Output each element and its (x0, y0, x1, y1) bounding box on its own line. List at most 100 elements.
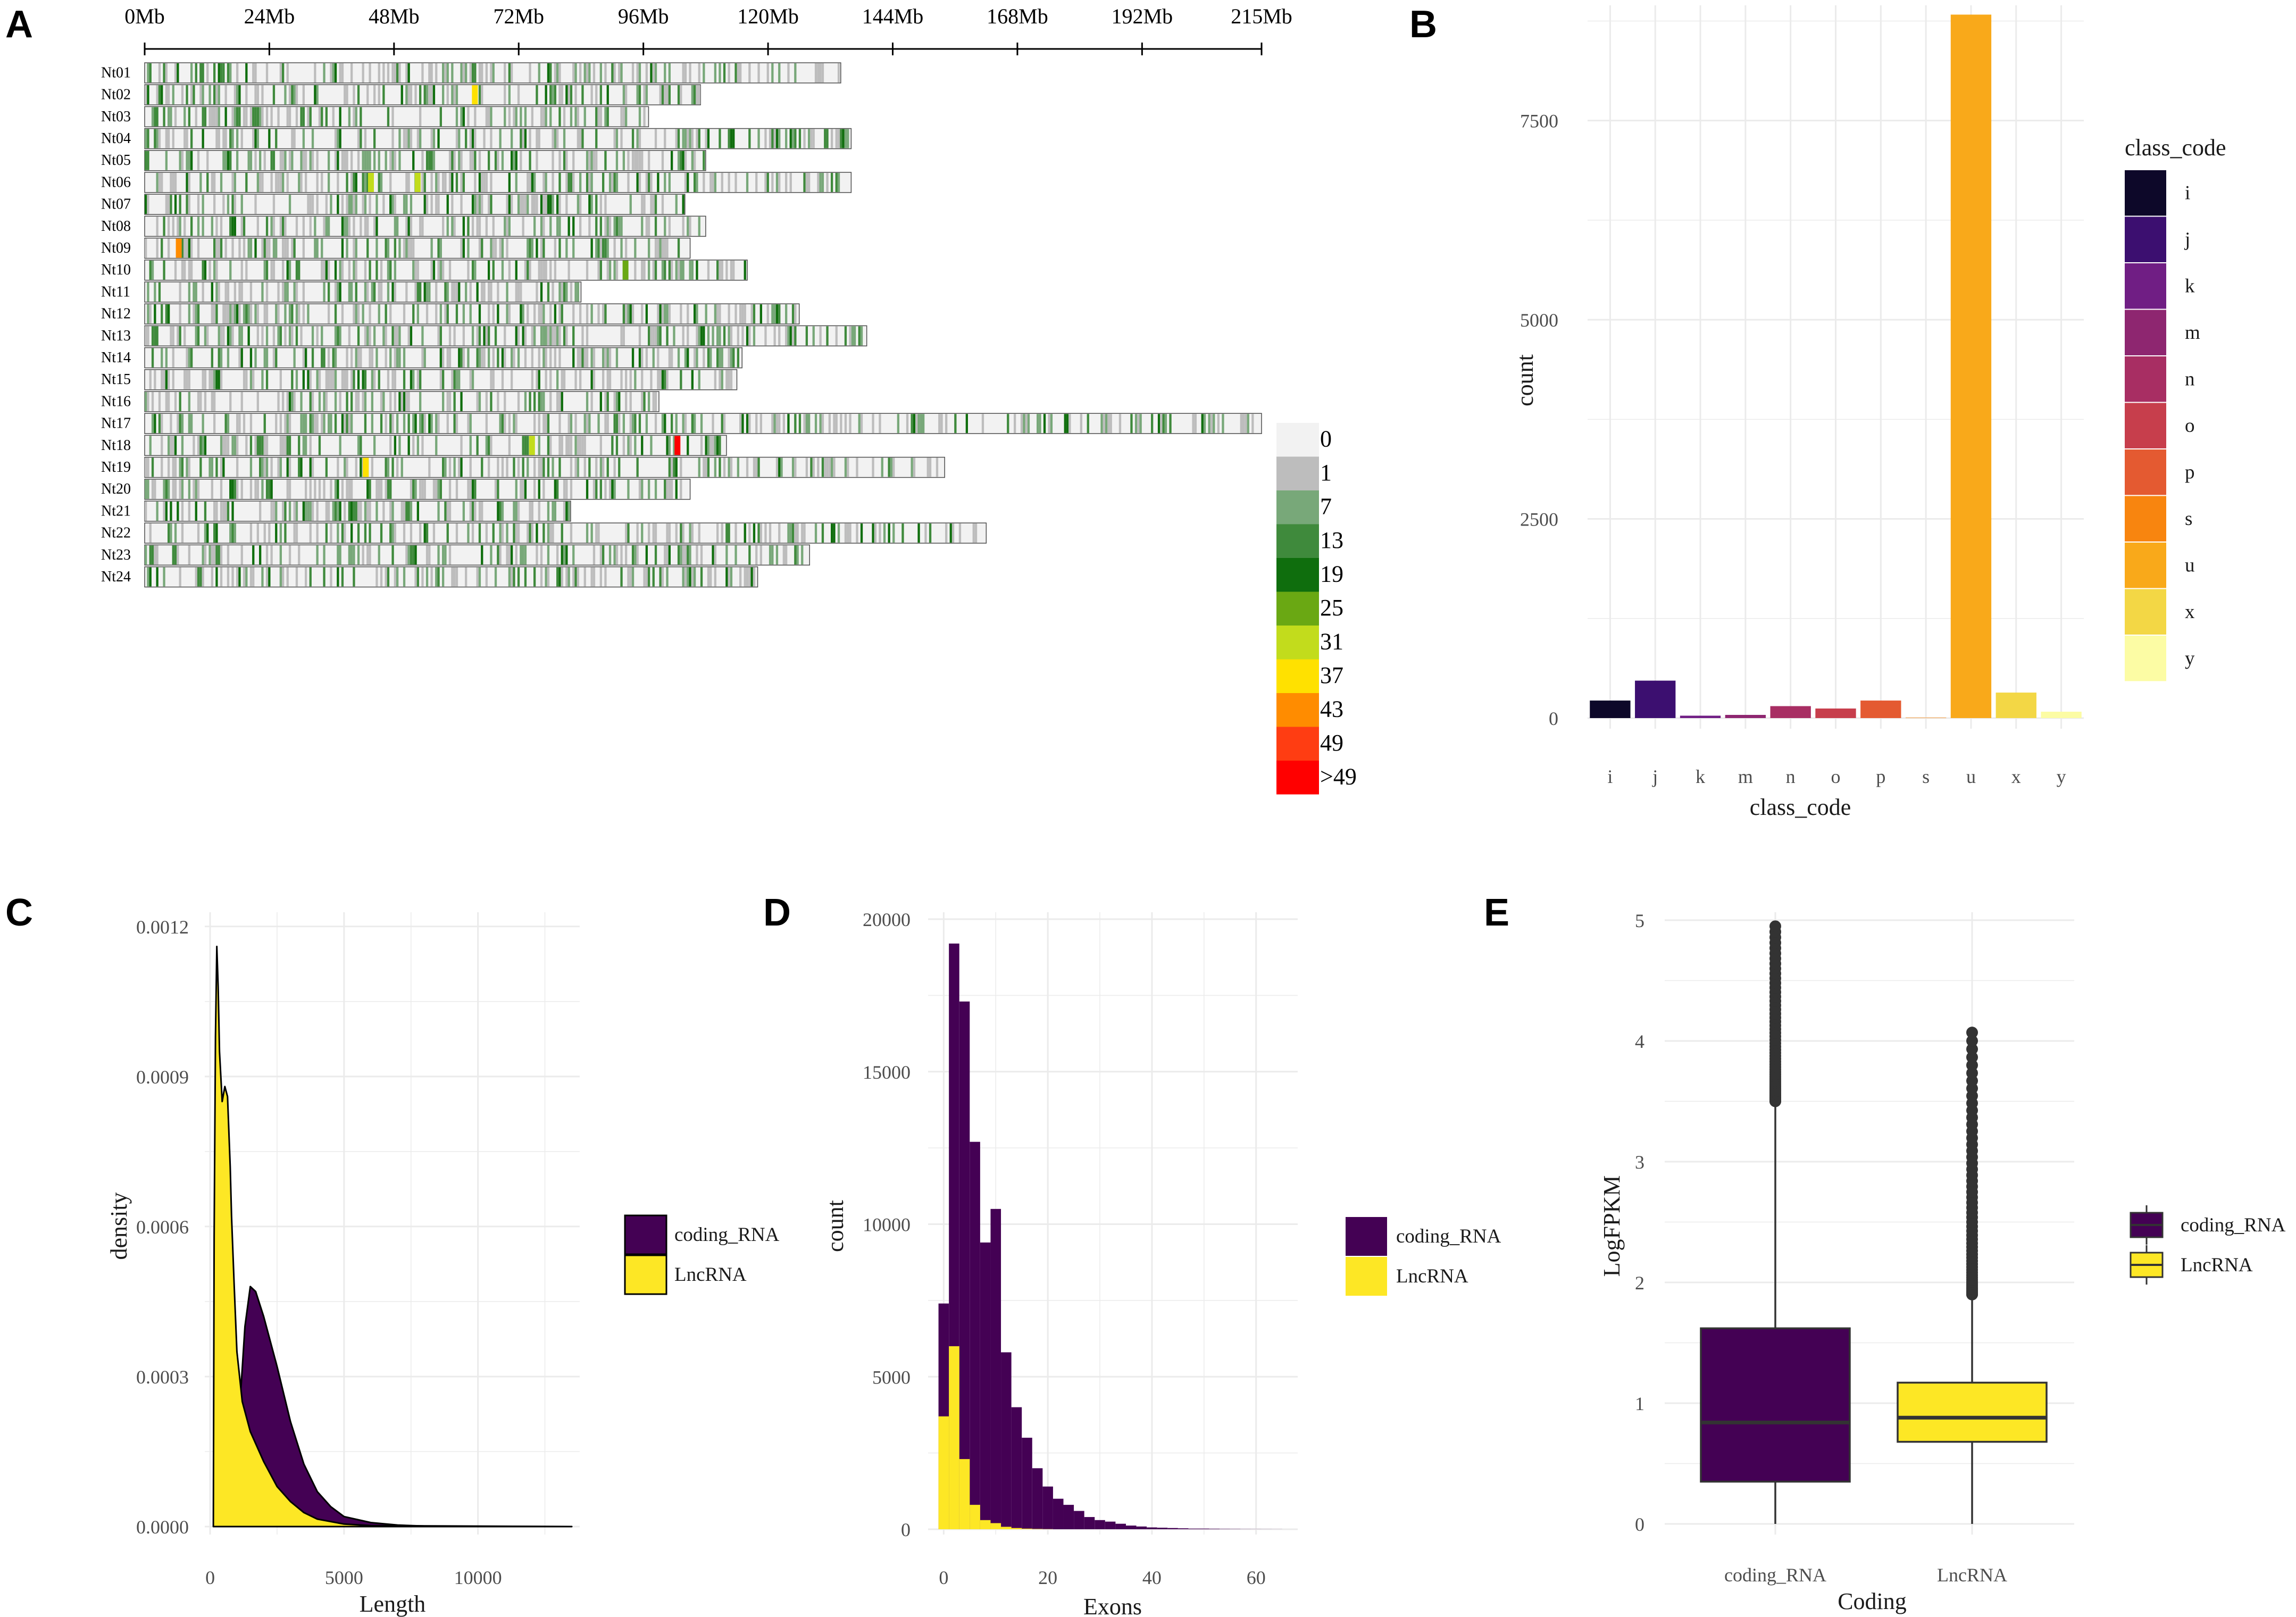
panel-b-legend-label: n (2185, 368, 2195, 390)
density-bin (533, 414, 536, 434)
density-bin (254, 85, 257, 105)
density-bin (714, 567, 716, 587)
density-bin (625, 85, 628, 105)
density-bin (599, 567, 602, 587)
density-bin (831, 173, 833, 192)
density-bin (538, 502, 540, 521)
density-bin (284, 216, 287, 236)
density-bin (256, 129, 259, 148)
density-bin (1137, 414, 1140, 434)
density-bin (291, 326, 294, 346)
chromosome-row: Nt09 (101, 237, 691, 259)
density-bin (634, 260, 637, 280)
density-bin (469, 282, 472, 302)
density-bin (202, 216, 204, 236)
density-bin (579, 304, 582, 324)
density-bin (531, 523, 533, 543)
density-bin (719, 326, 721, 346)
density-bin (309, 151, 312, 170)
density-bin (341, 414, 344, 434)
density-bin (188, 414, 190, 434)
density-bin (563, 129, 566, 148)
density-bin (247, 304, 250, 324)
density-bin (396, 63, 399, 82)
density-bin (499, 502, 502, 521)
density-bin (682, 545, 684, 565)
density-bin (485, 216, 488, 236)
density-bin (165, 151, 168, 170)
density-bin (659, 304, 662, 324)
density-bin (515, 107, 517, 127)
density-bin (1242, 414, 1245, 434)
density-bin (309, 567, 312, 587)
density-bin (707, 436, 710, 455)
panel-e-xtick-label: coding_RNA (1724, 1564, 1826, 1586)
density-bin (602, 173, 605, 192)
density-bin (231, 173, 234, 192)
density-bin (460, 457, 463, 477)
density-bin (373, 216, 376, 236)
density-bin (490, 107, 492, 127)
density-bin (714, 457, 716, 477)
density-bin (654, 63, 657, 82)
density-bin (298, 457, 300, 477)
density-bin (558, 326, 561, 346)
density-bin (330, 63, 332, 82)
density-bin (245, 304, 248, 324)
chromosome-label: Nt10 (101, 262, 131, 278)
density-bin (238, 348, 241, 368)
density-bin (675, 129, 678, 148)
density-bin (613, 216, 616, 236)
density-bin (186, 238, 188, 258)
panel-b-xtick-label: x (2011, 766, 2021, 787)
density-bin (419, 107, 422, 127)
density-bin (325, 260, 328, 280)
density-bin (620, 326, 623, 346)
density-bin (467, 238, 470, 258)
density-bin (604, 216, 607, 236)
density-bin (302, 107, 305, 127)
density-bin (168, 304, 170, 324)
density-bin (924, 523, 927, 543)
density-bin (323, 392, 325, 411)
density-bin (156, 216, 158, 236)
density-bin (561, 523, 563, 543)
density-bin (391, 151, 394, 170)
density-bin (233, 282, 236, 302)
density-bin (247, 238, 250, 258)
density-bin (721, 523, 723, 543)
density-bin (712, 173, 714, 192)
density-bin (572, 348, 575, 368)
panel-c-legend-label: LncRNA (674, 1264, 747, 1286)
density-bin (689, 216, 691, 236)
density-bin (586, 348, 589, 368)
density-bin (764, 326, 767, 346)
density-bin (696, 545, 698, 565)
density-bin (302, 502, 305, 521)
density-bin (366, 545, 369, 565)
density-bin (556, 567, 559, 587)
density-bin (154, 326, 156, 346)
density-bin (249, 282, 253, 302)
density-bin (1203, 414, 1206, 434)
panel-e-ytick-label: 0 (1635, 1514, 1644, 1535)
density-bin (357, 370, 360, 389)
density-bin (145, 326, 147, 346)
density-bin (334, 260, 337, 280)
density-bin (634, 238, 637, 258)
density-bin (243, 414, 246, 434)
density-bin (620, 370, 623, 389)
chromosome-bar (144, 172, 852, 193)
density-bin (309, 436, 312, 455)
panel-e-boxes (1700, 920, 2048, 1524)
density-bin (565, 436, 568, 455)
panel-b-bar (1996, 693, 2036, 718)
density-bin (183, 107, 186, 127)
density-bin (428, 457, 431, 477)
density-bin (323, 348, 325, 368)
density-bin (410, 370, 413, 389)
density-bin (339, 545, 341, 565)
panel-d-bar (1022, 1437, 1032, 1529)
density-bin (419, 370, 422, 389)
density-bin (421, 348, 424, 368)
